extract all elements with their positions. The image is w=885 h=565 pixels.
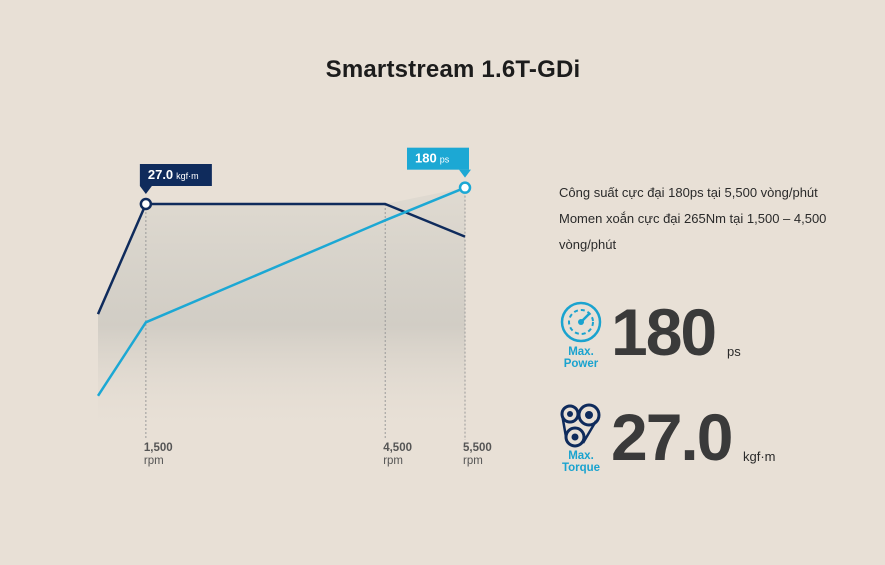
- torque-value: 27.0: [611, 400, 733, 474]
- callout-pointer: [139, 186, 152, 194]
- x-tick-unit: rpm: [144, 455, 164, 467]
- power-value: 180: [611, 295, 717, 369]
- belt-pulley-icon: [560, 403, 601, 448]
- callout-box: [407, 147, 469, 170]
- point-marker-power: [458, 181, 472, 194]
- x-tick-label: 5,500: [463, 442, 492, 454]
- description-line: Momen xoắn cực đại 265Nm tại 1,500 – 4,5…: [559, 211, 827, 226]
- series-line-torque: [96, 202, 466, 315]
- callout-power: 180 ps: [407, 147, 471, 178]
- power-label-line: Max.: [568, 346, 594, 358]
- callout-box: [139, 164, 212, 186]
- callout-unit: kgf·m: [176, 171, 199, 181]
- description: Công suất cực đại 180ps tại 5,500 vòng/p…: [559, 180, 859, 258]
- power-label-line: Power: [563, 358, 599, 370]
- speedometer-icon: [560, 301, 602, 343]
- callout-pointer: [459, 169, 471, 178]
- x-tick-unit: rpm: [383, 455, 403, 467]
- torque-label: Max. Torque: [556, 450, 606, 474]
- description-line: vòng/phút: [559, 237, 617, 252]
- x-tick-label: 4,500: [383, 442, 412, 454]
- x-tick-unit: rpm: [463, 455, 483, 467]
- torque-unit: kgf·m: [743, 449, 776, 464]
- point-marker-torque: [139, 197, 153, 211]
- callout-unit: ps: [440, 155, 450, 165]
- torque-label-line: Torque: [561, 462, 601, 474]
- torque-label-line: Max.: [568, 450, 594, 462]
- power-unit: ps: [727, 344, 741, 359]
- callout-torque: 27.0 kgf·m: [139, 164, 212, 194]
- power-label: Max. Power: [556, 346, 606, 370]
- series-line-power: [96, 186, 466, 397]
- description-line: Công suất cực đại 180ps tại 5,500 vòng/p…: [559, 185, 818, 200]
- page-title: Smartstream 1.6T-GDi: [325, 56, 581, 83]
- x-tick-label: 1,500: [144, 442, 173, 454]
- callout-value: 180 ps: [415, 151, 450, 166]
- chart-area-fill: [98, 187, 465, 438]
